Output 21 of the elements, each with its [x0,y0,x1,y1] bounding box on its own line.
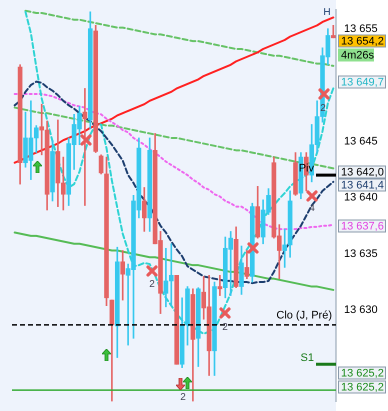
y-tick-label: 13 640 [344,192,378,204]
ref-line-label: Clo (J, Pré) [276,309,332,322]
annotation: 2 [180,392,186,403]
text: 13 625,2 [341,382,384,394]
annotation: H [323,6,331,18]
line-series [24,10,334,67]
text: 4m26s [341,50,375,62]
y-tick-label: 13 645 [344,135,378,148]
text: 13 654,2 [341,36,384,48]
ref-line-label: S1 [300,352,314,364]
text: 13 642,0 [341,166,384,179]
annotation: 2 [149,278,156,290]
line-series [14,93,334,230]
text: 13 625,2 [341,368,384,380]
y-tick-label: 13 630 [344,304,378,316]
annotation: 2 [222,322,228,333]
y-tick-label: 13 655 [344,22,378,35]
text: 13 649,7 [341,76,384,89]
text: 13 637,6 [341,220,384,233]
text: 13 641,4 [341,180,384,192]
y-tick-label: 13 635 [344,248,378,260]
